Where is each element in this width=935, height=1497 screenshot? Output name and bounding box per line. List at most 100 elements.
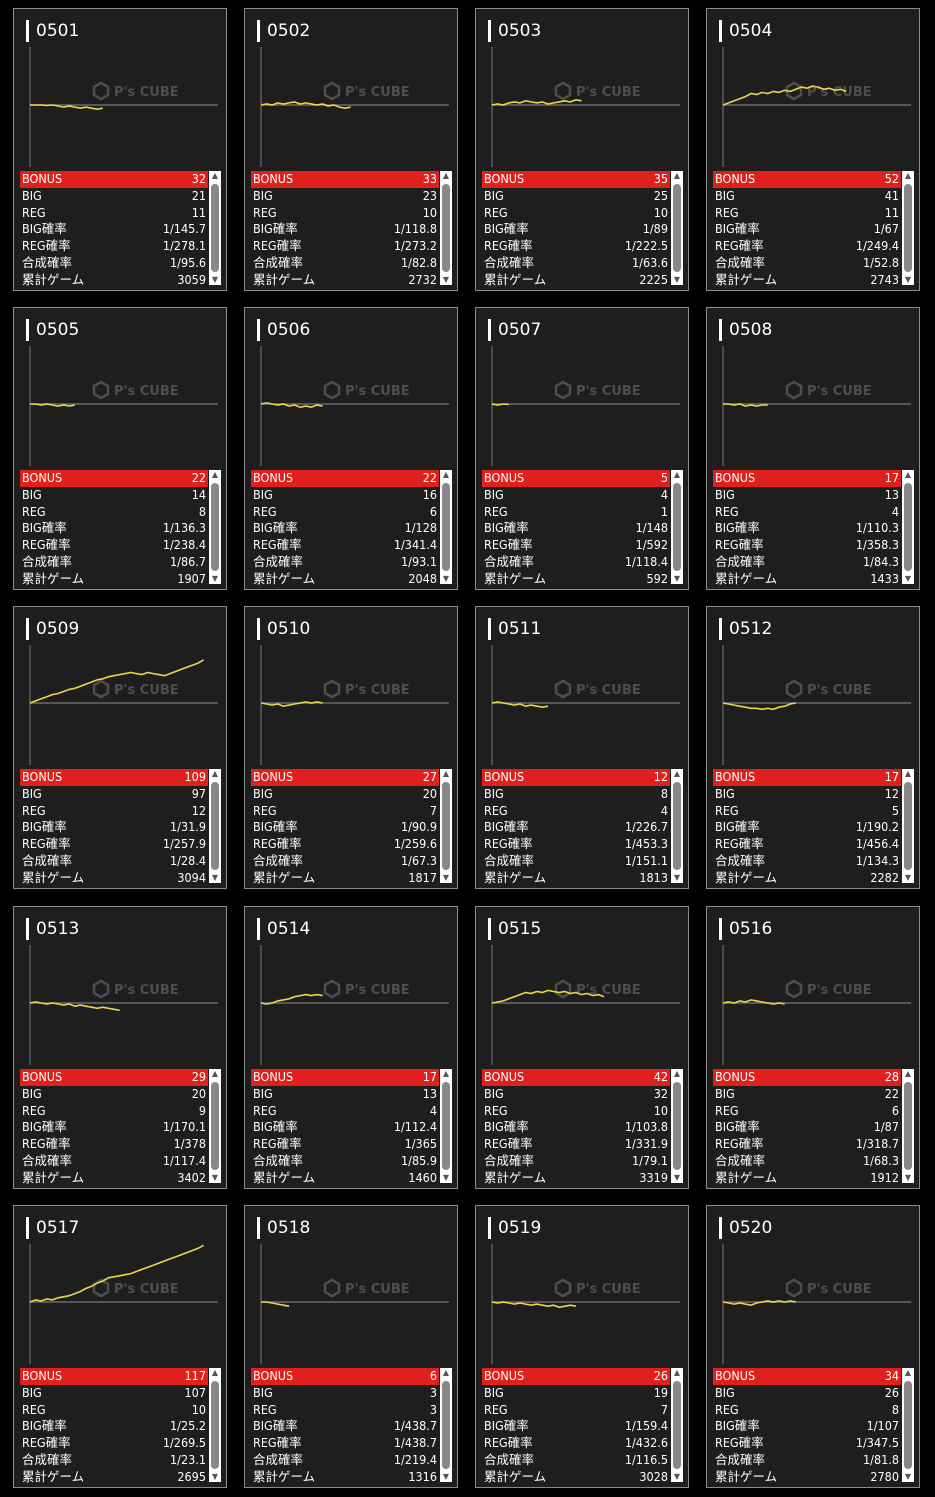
scroll-thumb[interactable]	[904, 1082, 912, 1170]
scroll-thumb[interactable]	[211, 782, 219, 870]
stats-scrollbar[interactable]: ▲ ▼	[440, 1368, 452, 1482]
machine-card-0509[interactable]: 0509 P's CUBE BONUS 109 BIG 97 REG 12 BIG確率…	[13, 606, 227, 889]
stats-scrollbar[interactable]: ▲ ▼	[902, 1069, 914, 1183]
stats-scrollbar[interactable]: ▲ ▼	[209, 1368, 221, 1482]
machine-card-0515[interactable]: 0515 P's CUBE BONUS 42 BIG 32 REG 10 BIG確率 1…	[475, 906, 689, 1189]
scroll-up-icon[interactable]: ▲	[211, 769, 219, 778]
machine-card-0504[interactable]: 0504 P's CUBE BONUS 52 BIG 41 REG 11 BIG確率 1…	[706, 8, 920, 291]
scroll-down-icon[interactable]: ▼	[211, 574, 219, 583]
stats-scrollbar[interactable]: ▲ ▼	[902, 171, 914, 285]
stats-scrollbar[interactable]: ▲ ▼	[440, 1069, 452, 1183]
scroll-up-icon[interactable]: ▲	[673, 470, 681, 479]
scroll-up-icon[interactable]: ▲	[442, 171, 450, 180]
scroll-down-icon[interactable]: ▼	[904, 1472, 912, 1481]
scroll-down-icon[interactable]: ▼	[673, 574, 681, 583]
scroll-up-icon[interactable]: ▲	[211, 171, 219, 180]
scroll-up-icon[interactable]: ▲	[442, 1069, 450, 1078]
scroll-up-icon[interactable]: ▲	[442, 470, 450, 479]
scroll-thumb[interactable]	[904, 184, 912, 272]
scroll-up-icon[interactable]: ▲	[442, 1368, 450, 1377]
machine-card-0507[interactable]: 0507 P's CUBE BONUS 5 BIG 4 REG 1 BIG確率 1/14…	[475, 307, 689, 590]
machine-card-0506[interactable]: 0506 P's CUBE BONUS 22 BIG 16 REG 6 BIG確率 1/…	[244, 307, 458, 590]
scroll-up-icon[interactable]: ▲	[673, 769, 681, 778]
machine-card-0520[interactable]: 0520 P's CUBE BONUS 34 BIG 26 REG 8 BIG確率 1/…	[706, 1205, 920, 1488]
scroll-down-icon[interactable]: ▼	[442, 275, 450, 284]
scroll-down-icon[interactable]: ▼	[442, 873, 450, 882]
scroll-thumb[interactable]	[442, 1381, 450, 1469]
scroll-thumb[interactable]	[673, 483, 681, 571]
scroll-thumb[interactable]	[442, 1082, 450, 1170]
machine-card-0519[interactable]: 0519 P's CUBE BONUS 26 BIG 19 REG 7 BIG確率 1/…	[475, 1205, 689, 1488]
scroll-down-icon[interactable]: ▼	[904, 873, 912, 882]
stats-scrollbar[interactable]: ▲ ▼	[209, 470, 221, 584]
scroll-up-icon[interactable]: ▲	[904, 470, 912, 479]
scroll-down-icon[interactable]: ▼	[673, 275, 681, 284]
scroll-thumb[interactable]	[904, 1381, 912, 1469]
scroll-thumb[interactable]	[673, 184, 681, 272]
scroll-down-icon[interactable]: ▼	[442, 574, 450, 583]
machine-card-0501[interactable]: 0501 P's CUBE BONUS 32 BIG 21 REG 11 BIG確率 1…	[13, 8, 227, 291]
scroll-down-icon[interactable]: ▼	[673, 1173, 681, 1182]
stats-scrollbar[interactable]: ▲ ▼	[209, 1069, 221, 1183]
scroll-thumb[interactable]	[442, 184, 450, 272]
scroll-thumb[interactable]	[673, 782, 681, 870]
machine-card-0518[interactable]: 0518 P's CUBE BONUS 6 BIG 3 REG 3 BIG確率 1/43…	[244, 1205, 458, 1488]
machine-card-0513[interactable]: 0513 P's CUBE BONUS 29 BIG 20 REG 9 BIG確率 1/…	[13, 906, 227, 1189]
stats-scrollbar[interactable]: ▲ ▼	[671, 470, 683, 584]
scroll-thumb[interactable]	[211, 1082, 219, 1170]
stats-scrollbar[interactable]: ▲ ▼	[209, 171, 221, 285]
scroll-thumb[interactable]	[904, 483, 912, 571]
scroll-down-icon[interactable]: ▼	[211, 1173, 219, 1182]
scroll-down-icon[interactable]: ▼	[673, 873, 681, 882]
scroll-up-icon[interactable]: ▲	[673, 1368, 681, 1377]
stats-scrollbar[interactable]: ▲ ▼	[671, 769, 683, 883]
scroll-down-icon[interactable]: ▼	[211, 275, 219, 284]
scroll-up-icon[interactable]: ▲	[211, 1069, 219, 1078]
machine-card-0516[interactable]: 0516 P's CUBE BONUS 28 BIG 22 REG 6 BIG確率 1/…	[706, 906, 920, 1189]
scroll-up-icon[interactable]: ▲	[904, 1069, 912, 1078]
machine-card-0505[interactable]: 0505 P's CUBE BONUS 22 BIG 14 REG 8 BIG確率 1/…	[13, 307, 227, 590]
stats-scrollbar[interactable]: ▲ ▼	[902, 769, 914, 883]
stats-scrollbar[interactable]: ▲ ▼	[902, 1368, 914, 1482]
scroll-down-icon[interactable]: ▼	[442, 1173, 450, 1182]
machine-card-0511[interactable]: 0511 P's CUBE BONUS 12 BIG 8 REG 4 BIG確率 1/2…	[475, 606, 689, 889]
machine-card-0517[interactable]: 0517 P's CUBE BONUS 117 BIG 107 REG 10 BIG確…	[13, 1205, 227, 1488]
scroll-up-icon[interactable]: ▲	[904, 1368, 912, 1377]
stats-scrollbar[interactable]: ▲ ▼	[209, 769, 221, 883]
scroll-up-icon[interactable]: ▲	[904, 769, 912, 778]
stats-scrollbar[interactable]: ▲ ▼	[671, 171, 683, 285]
stats-scrollbar[interactable]: ▲ ▼	[671, 1368, 683, 1482]
scroll-thumb[interactable]	[673, 1381, 681, 1469]
scroll-down-icon[interactable]: ▼	[211, 1472, 219, 1481]
stats-scrollbar[interactable]: ▲ ▼	[440, 171, 452, 285]
scroll-down-icon[interactable]: ▼	[904, 275, 912, 284]
scroll-up-icon[interactable]: ▲	[442, 769, 450, 778]
scroll-up-icon[interactable]: ▲	[211, 1368, 219, 1377]
machine-card-0502[interactable]: 0502 P's CUBE BONUS 33 BIG 23 REG 10 BIG確率 1…	[244, 8, 458, 291]
stats-scrollbar[interactable]: ▲ ▼	[902, 470, 914, 584]
scroll-thumb[interactable]	[211, 184, 219, 272]
scroll-down-icon[interactable]: ▼	[211, 873, 219, 882]
scroll-down-icon[interactable]: ▼	[673, 1472, 681, 1481]
scroll-down-icon[interactable]: ▼	[904, 1173, 912, 1182]
scroll-up-icon[interactable]: ▲	[211, 470, 219, 479]
machine-card-0512[interactable]: 0512 P's CUBE BONUS 17 BIG 12 REG 5 BIG確率 1/…	[706, 606, 920, 889]
scroll-down-icon[interactable]: ▼	[904, 574, 912, 583]
scroll-up-icon[interactable]: ▲	[673, 1069, 681, 1078]
machine-card-0510[interactable]: 0510 P's CUBE BONUS 27 BIG 20 REG 7 BIG確率 1/…	[244, 606, 458, 889]
scroll-thumb[interactable]	[211, 1381, 219, 1469]
stats-scrollbar[interactable]: ▲ ▼	[440, 769, 452, 883]
scroll-up-icon[interactable]: ▲	[673, 171, 681, 180]
scroll-thumb[interactable]	[442, 483, 450, 571]
scroll-thumb[interactable]	[904, 782, 912, 870]
stats-scrollbar[interactable]: ▲ ▼	[440, 470, 452, 584]
scroll-down-icon[interactable]: ▼	[442, 1472, 450, 1481]
stats-scrollbar[interactable]: ▲ ▼	[671, 1069, 683, 1183]
scroll-up-icon[interactable]: ▲	[904, 171, 912, 180]
machine-card-0514[interactable]: 0514 P's CUBE BONUS 17 BIG 13 REG 4 BIG確率 1/…	[244, 906, 458, 1189]
scroll-thumb[interactable]	[673, 1082, 681, 1170]
machine-card-0503[interactable]: 0503 P's CUBE BONUS 35 BIG 25 REG 10 BIG確率 1…	[475, 8, 689, 291]
scroll-thumb[interactable]	[442, 782, 450, 870]
scroll-thumb[interactable]	[211, 483, 219, 571]
machine-card-0508[interactable]: 0508 P's CUBE BONUS 17 BIG 13 REG 4 BIG確率 1/…	[706, 307, 920, 590]
